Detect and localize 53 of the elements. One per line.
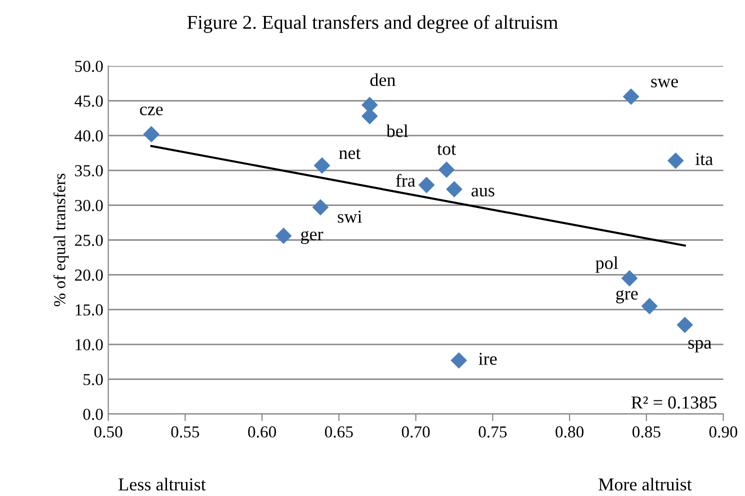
data-label: aus [472,188,494,196]
point [312,199,329,216]
text: Less altruist [118,478,206,491]
data-label: cze [140,106,163,116]
x-tick-label: 0.65 [324,426,353,438]
data-label: net [339,148,361,160]
data-label: fra [396,174,416,187]
y-tick-label: 50.0 [75,60,103,72]
y-tick-label: 40.0 [74,130,103,142]
x-tick-label: 0.90 [709,426,738,438]
point [450,352,468,369]
point [667,152,684,169]
data-label: tot [437,144,456,155]
x-tick-label: 0.80 [556,426,584,438]
y-tick-label: 45.0 [74,96,103,107]
y-tick-label: 20.0 [75,270,103,281]
point [446,180,462,198]
point [621,270,638,286]
text: More altruist [598,478,692,491]
data-label: ire [478,352,497,365]
point [641,298,658,314]
data-label: ger [301,230,324,244]
data-label: spa [688,340,712,352]
point [143,126,160,142]
y-tick-label: 25.0 [75,234,103,246]
point [622,88,640,105]
point [438,161,455,178]
y-axis-title: % of equal transfers [53,174,69,306]
data-label: gre [616,290,638,304]
data-label: ita [695,153,713,166]
y-tick-label: 15.0 [76,304,103,316]
y-tick-label: 0.0 [83,408,103,420]
chart-title: Figure 2. Equal transfers and degree of altruism [187,15,558,33]
point [418,176,435,194]
y-tick-label: 5.0 [84,374,103,386]
x-tick-label: 0.70 [402,426,430,438]
point [275,228,292,244]
point [314,157,330,174]
data-label: swe [651,78,678,88]
data-label: pol [596,256,618,273]
data-label: den [370,73,396,86]
x-tick-label: 0.60 [248,426,276,438]
data-label: swi [338,210,362,223]
y-tick-label: 35.0 [75,165,103,176]
annotation: R² = 0.1385 [631,396,716,409]
x-tick-label: 0.85 [632,426,660,438]
y-tick-label: 10.0 [76,339,103,350]
y-tick-label: 30.0 [75,200,103,212]
point [676,316,694,334]
x-tick-label: 0.50 [94,426,122,438]
x-tick-label: 0.75 [478,426,507,438]
data-label: bel [386,124,408,138]
x-tick-label: 0.55 [171,426,200,438]
